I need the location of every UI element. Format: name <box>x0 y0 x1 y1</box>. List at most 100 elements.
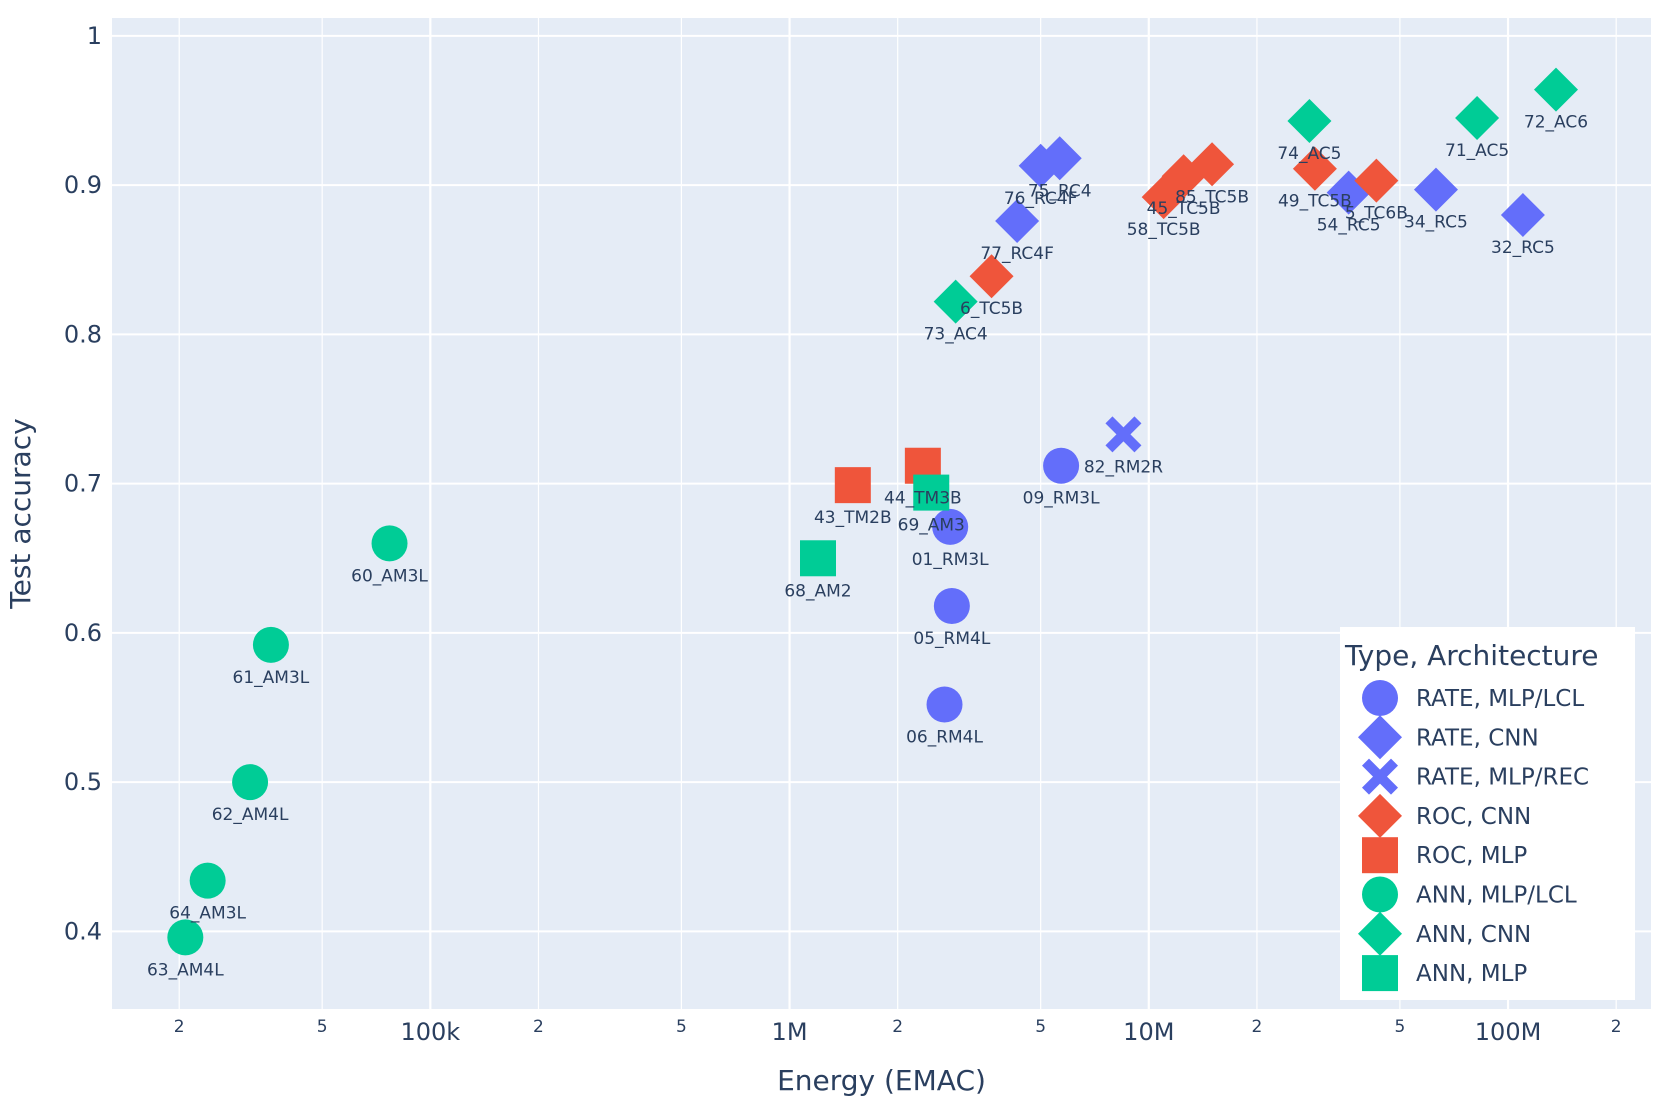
point-label-5-tc6b: 5_TC6B <box>1345 204 1408 224</box>
point-label-06-rm4l: 06_RM4L <box>906 728 983 748</box>
point-32-rc5 <box>1500 193 1545 238</box>
point-label-09-rm3l: 09_RM3L <box>1023 489 1100 509</box>
legend-entries: RATE, MLP/LCL RATE, CNN RATE, MLP/REC ROC, … <box>1358 680 1589 992</box>
point-06-rm4l <box>926 686 963 723</box>
x-tick-label: 10M <box>1123 1018 1174 1046</box>
point-label-69-am3: 69_AM3 <box>898 516 965 536</box>
legend-item-ann-mlp-lcl: ANN, MLP/LCL <box>1362 876 1577 913</box>
legend-marker-ann-mlp <box>1362 955 1398 992</box>
point-labels: 01_RM3L 05_RM4L 06_RM4L 09_RM3L 76_RC4F75_RC… <box>147 113 1588 981</box>
y-axis-ticks: 0.4 0.5 0.6 0.7 0.8 0.9 1 <box>64 22 102 945</box>
y-axis-title: Test accuracy <box>4 418 37 609</box>
x-tick-label: 2 <box>174 1017 185 1037</box>
point-label-01-rm3l: 01_RM3L <box>912 550 989 570</box>
y-tick-label: 0.4 <box>64 917 102 945</box>
point-09-rm3l <box>1043 447 1080 484</box>
point-5-tc6b <box>1354 158 1399 203</box>
y-tick-label: 0.6 <box>64 619 102 647</box>
point-label-60-am3l: 60_AM3L <box>351 566 428 586</box>
legend-label: ANN, CNN <box>1416 922 1531 948</box>
point-77-rc4f <box>995 198 1040 243</box>
legend-marker-rate-cnn <box>1358 715 1402 760</box>
point-label-75-rc4: 75_RC4 <box>1028 181 1092 201</box>
legend: Type, Architecture RATE, MLP/LCL RATE, CN… <box>1340 627 1635 1000</box>
point-63-am4l <box>167 919 204 956</box>
point-62-am4l <box>232 764 269 801</box>
y-tick-label: 0.8 <box>64 320 102 348</box>
y-tick-label: 0.9 <box>64 171 102 199</box>
point-label-63-am4l: 63_AM4L <box>147 960 224 980</box>
point-61-am3l <box>252 626 289 663</box>
legend-label: RATE, MLP/LCL <box>1416 686 1584 712</box>
x-tick-label: 2 <box>1252 1017 1263 1037</box>
legend-marker-rate-mlp-lcl <box>1362 680 1398 716</box>
legend-item-rate-mlp-lcl: RATE, MLP/LCL <box>1362 680 1584 716</box>
point-01-rm3l <box>932 508 969 545</box>
point-69-am3 <box>913 474 950 511</box>
point-label-44-tm3b: 44_TM3B <box>884 489 962 509</box>
point-label-58-tc5b: 58_TC5B <box>1127 220 1201 240</box>
data-points <box>167 67 1579 956</box>
point-34-rc5 <box>1413 167 1458 212</box>
legend-label: ANN, MLP/LCL <box>1416 883 1577 909</box>
point-71-ac5 <box>1455 95 1500 140</box>
legend-item-roc-cnn: ROC, CNN <box>1358 793 1531 838</box>
point-label-62-am4l: 62_AM4L <box>212 805 289 825</box>
point-74-ac5 <box>1287 98 1332 143</box>
point-73-ac4 <box>933 279 978 324</box>
point-label-64-am3l: 64_AM3L <box>169 904 246 924</box>
point-85-tc5b <box>1190 142 1235 187</box>
x-tick-label: 2 <box>1611 1017 1622 1037</box>
point-label-54-rc5: 54_RC5 <box>1317 216 1381 236</box>
x-axis-title: Energy (EMAC) <box>777 1064 986 1097</box>
legend-marker-rate-mlp-rec <box>1362 758 1398 795</box>
x-tick-label: 2 <box>892 1017 903 1037</box>
point-label-68-am2: 68_AM2 <box>784 581 851 601</box>
point-label-6-tc5b: 6_TC5B <box>960 299 1023 319</box>
point-82-rm2r <box>1105 416 1142 453</box>
legend-marker-roc-mlp <box>1362 837 1398 874</box>
point-05-rm4l <box>933 588 970 625</box>
legend-title: Type, Architecture <box>1344 639 1599 672</box>
x-tick-label: 5 <box>317 1017 328 1037</box>
point-label-32-rc5: 32_RC5 <box>1491 238 1555 258</box>
legend-item-ann-cnn: ANN, CNN <box>1358 911 1531 956</box>
point-label-45-tc5b: 45_TC5B <box>1147 199 1221 219</box>
legend-item-rate-cnn: RATE, CNN <box>1358 715 1539 760</box>
legend-label: RATE, MLP/REC <box>1416 765 1589 791</box>
point-label-61-am3l: 61_AM3L <box>233 668 310 688</box>
point-label-72-ac6: 72_AC6 <box>1524 113 1588 133</box>
point-label-85-tc5b: 85_TC5B <box>1175 187 1249 207</box>
point-label-77-rc4f: 77_RC4F <box>980 244 1054 264</box>
legend-marker-ann-mlp-lcl <box>1362 876 1398 913</box>
y-tick-label: 1 <box>87 22 102 50</box>
point-43-tm2b <box>834 467 871 504</box>
point-label-73-ac4: 73_AC4 <box>924 325 988 345</box>
legend-label: ANN, MLP <box>1416 961 1527 987</box>
point-label-76-rc4f: 76_RC4F <box>1004 189 1078 209</box>
legend-item-ann-mlp: ANN, MLP <box>1362 955 1527 992</box>
legend-marker-roc-cnn <box>1358 793 1402 838</box>
point-label-74-ac5: 74_AC5 <box>1277 144 1341 164</box>
x-tick-label: 100k <box>400 1018 460 1046</box>
point-6-tc5b <box>969 254 1014 299</box>
point-60-am3l <box>371 525 408 562</box>
y-tick-label: 0.5 <box>64 768 102 796</box>
point-49-tc5b <box>1292 146 1337 191</box>
point-label-43-tm2b: 43_TM2B <box>814 508 892 528</box>
x-tick-label: 5 <box>676 1017 687 1037</box>
legend-label: ROC, CNN <box>1416 804 1531 830</box>
point-64-am3l <box>189 862 226 899</box>
y-tick-label: 0.7 <box>64 470 102 498</box>
legend-marker-ann-cnn <box>1358 911 1402 956</box>
x-tick-label: 5 <box>1394 1017 1405 1037</box>
point-label-34-rc5: 34_RC5 <box>1404 213 1468 233</box>
x-tick-label: 100M <box>1475 1018 1542 1046</box>
x-tick-label: 5 <box>1035 1017 1046 1037</box>
x-tick-label: 2 <box>533 1017 544 1037</box>
point-label-71-ac5: 71_AC5 <box>1445 141 1509 161</box>
legend-item-rate-mlp-rec: RATE, MLP/REC <box>1362 758 1589 795</box>
point-label-82-rm2r: 82_RM2R <box>1084 457 1163 477</box>
point-68-am2 <box>799 540 836 577</box>
